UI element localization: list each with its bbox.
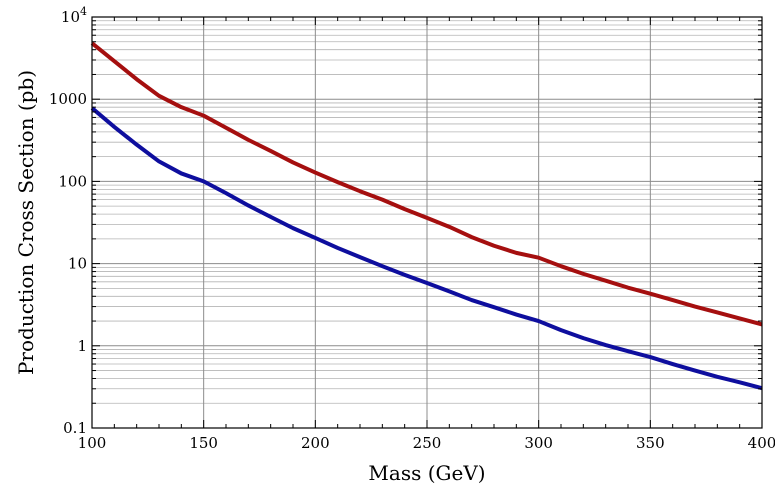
x-tick-label: 150	[189, 434, 218, 452]
y-tick-label: 10	[68, 255, 87, 273]
x-tick-label: 100	[78, 434, 107, 452]
grid	[91, 16, 763, 429]
tick-marks	[91, 16, 763, 429]
x-tick-label: 250	[413, 434, 442, 452]
y-tick-label: 1000	[49, 90, 87, 108]
y-tick-label: 104	[61, 5, 87, 26]
x-tick-label: 300	[524, 434, 553, 452]
y-tick-label: 100	[58, 172, 87, 190]
x-tick-label: 350	[636, 434, 665, 452]
series-line-blue	[90, 106, 763, 391]
series-line-red	[90, 41, 763, 327]
x-axis-title: Mass (GeV)	[368, 461, 485, 485]
y-axis-title: Production Cross Section (pb)	[14, 70, 38, 375]
y-tick-label: 1	[77, 337, 87, 355]
y-tick-labels: 0.1 1 10 100 1000 104	[49, 5, 87, 437]
x-tick-label: 400	[748, 434, 775, 452]
y-tick-label: 0.1	[63, 419, 87, 437]
series-layer	[90, 41, 763, 391]
x-tick-label: 200	[301, 434, 330, 452]
x-tick-labels: 100 150 200 250 300 350 400	[78, 434, 775, 452]
